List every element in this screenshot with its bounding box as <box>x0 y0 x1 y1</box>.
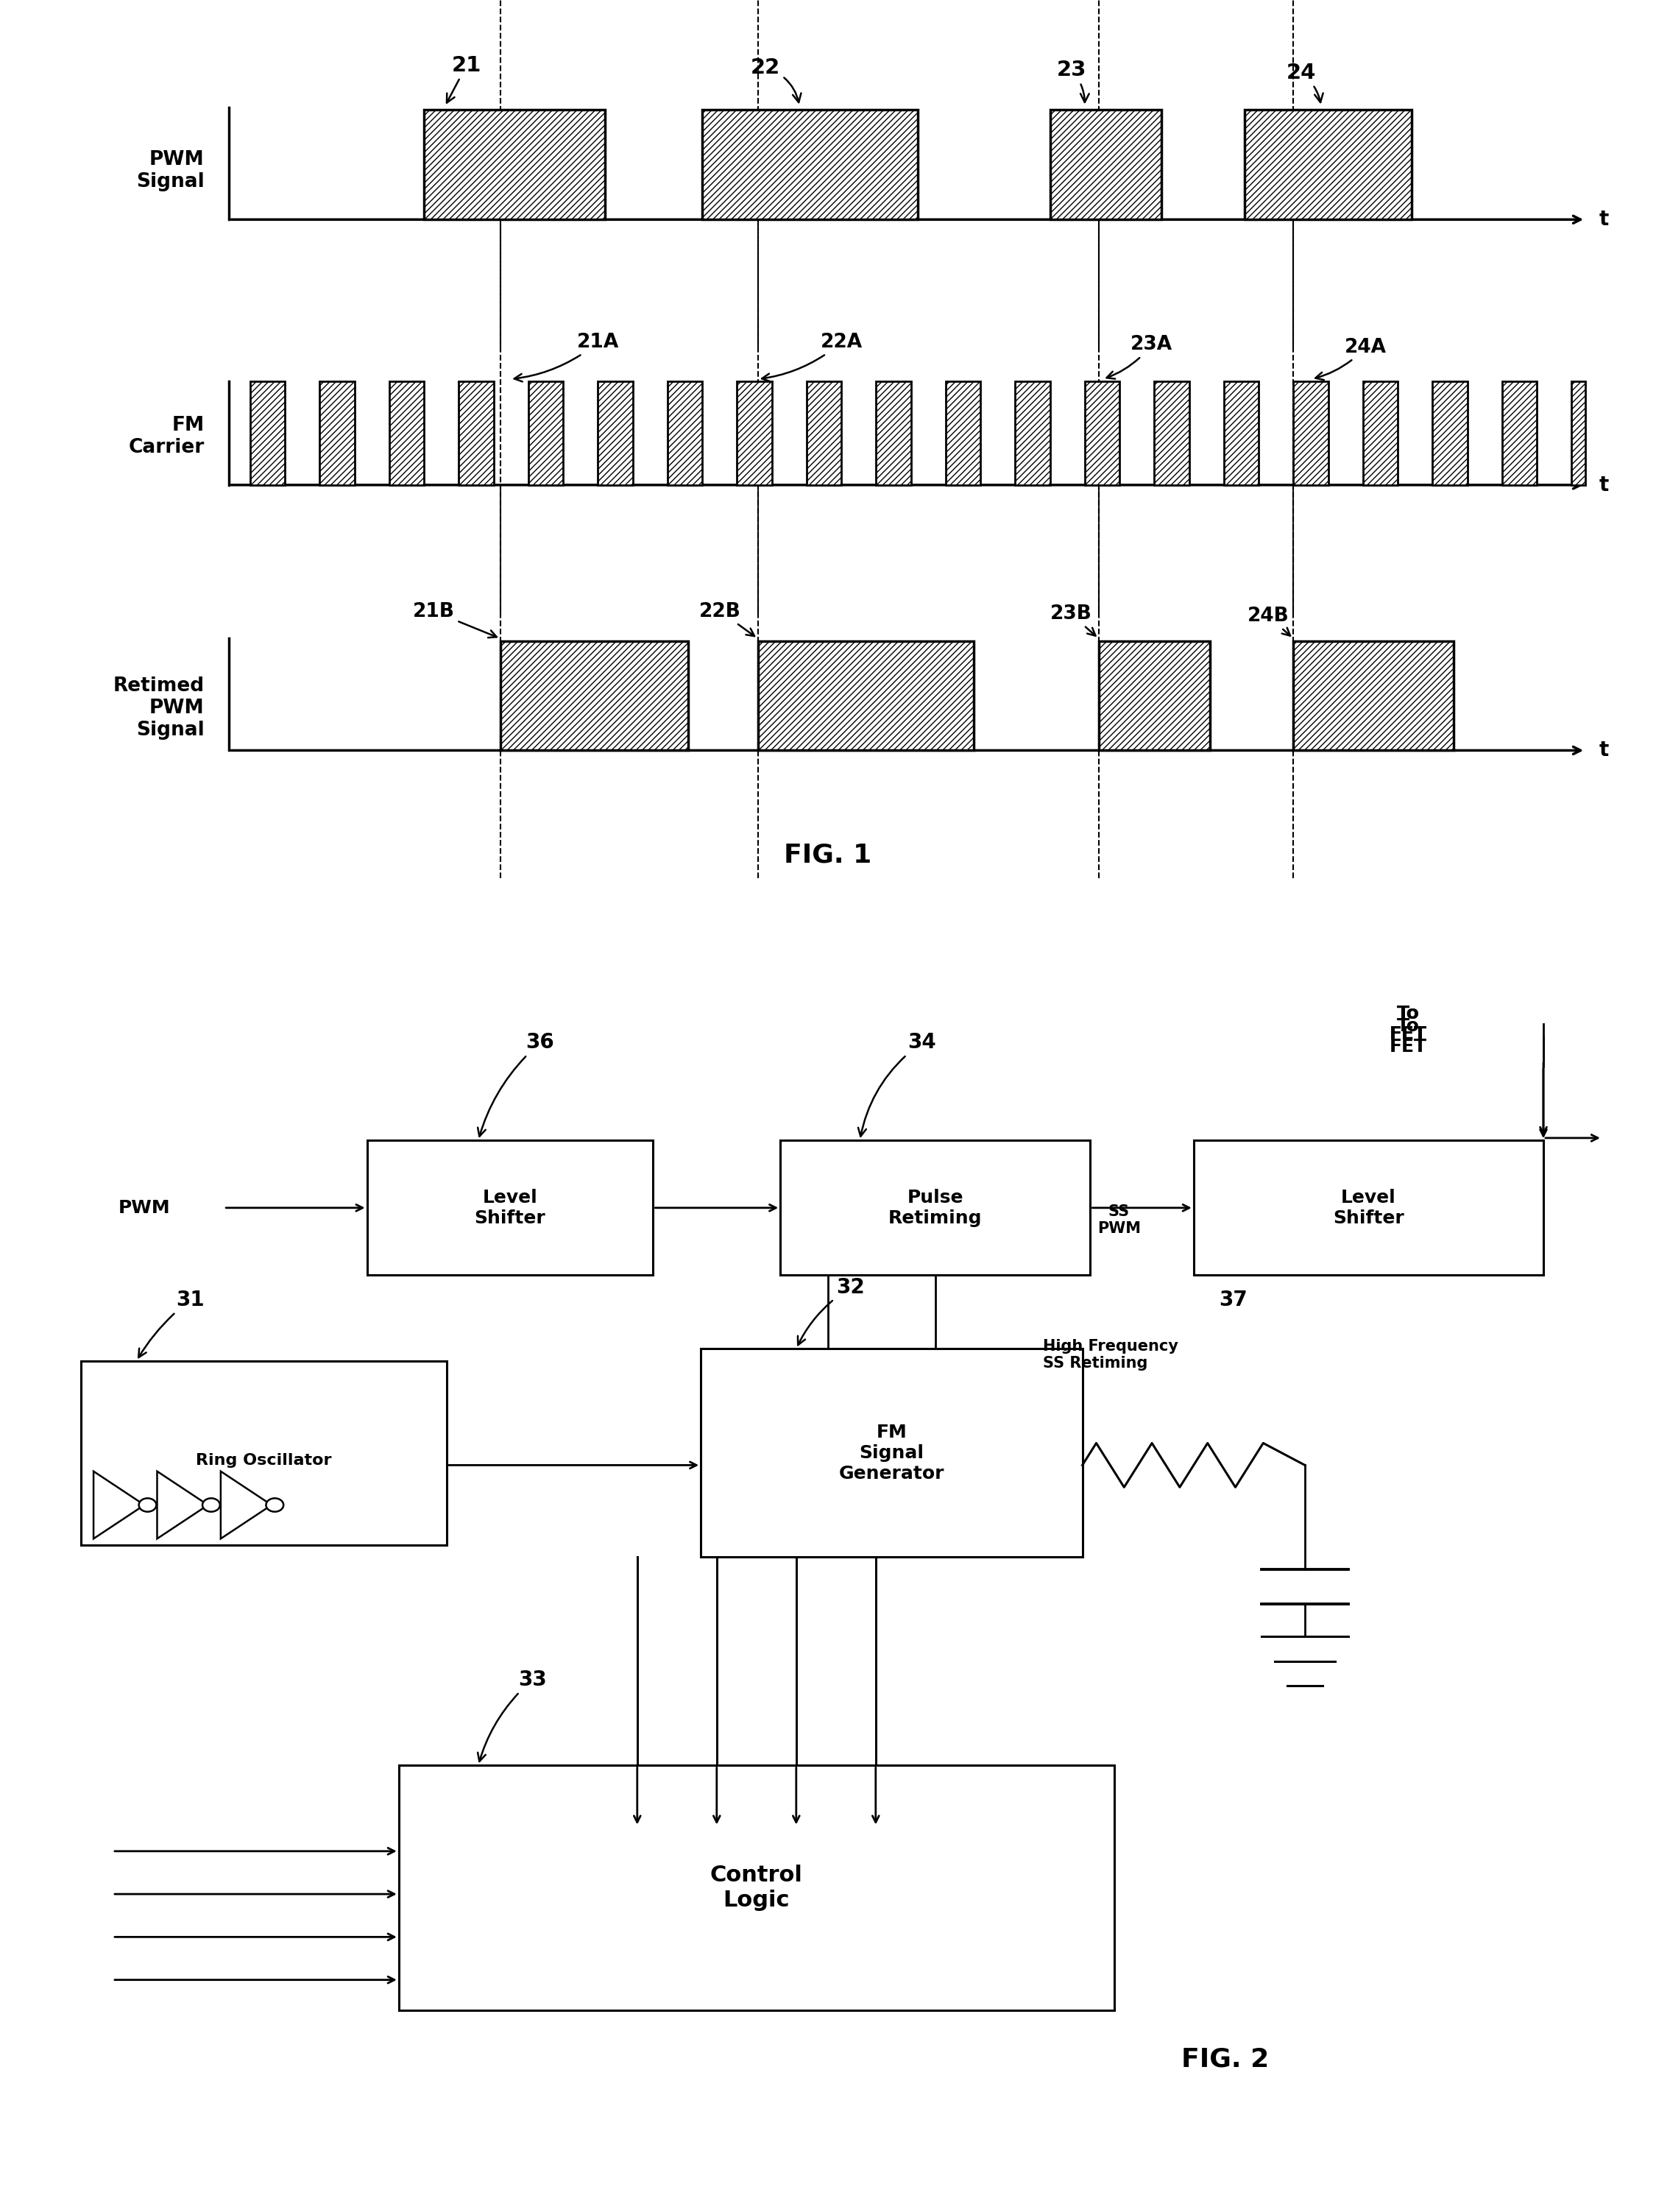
Text: Pulse
Retiming: Pulse Retiming <box>888 1188 982 1228</box>
Text: 23A: 23A <box>1106 336 1172 378</box>
Text: 33: 33 <box>477 1670 546 1761</box>
Bar <box>946 380 980 484</box>
Text: 24: 24 <box>1287 62 1323 102</box>
Bar <box>702 111 917 219</box>
Bar <box>81 1360 447 1544</box>
Text: t: t <box>1600 741 1610 761</box>
Bar <box>700 1349 1083 1557</box>
Bar <box>1432 380 1467 484</box>
Bar <box>667 380 702 484</box>
Text: FIG. 1: FIG. 1 <box>785 843 873 867</box>
Text: 32: 32 <box>798 1276 864 1345</box>
Text: Level
Shifter: Level Shifter <box>475 1188 546 1228</box>
Bar <box>399 1765 1114 2011</box>
Text: 22A: 22A <box>762 332 863 380</box>
Text: 24A: 24A <box>1315 338 1386 380</box>
Text: FM
Carrier: FM Carrier <box>128 416 204 458</box>
Bar <box>1194 1141 1543 1274</box>
Circle shape <box>139 1498 156 1511</box>
Bar <box>528 380 563 484</box>
Text: 23: 23 <box>1057 60 1090 102</box>
Text: To
FET: To FET <box>1389 1018 1427 1055</box>
Circle shape <box>202 1498 220 1511</box>
Bar <box>1245 111 1411 219</box>
Bar <box>459 380 493 484</box>
Bar <box>368 1141 652 1274</box>
Bar <box>500 641 689 750</box>
Bar <box>1224 380 1259 484</box>
Bar <box>806 380 841 484</box>
Bar <box>389 380 424 484</box>
Text: 24B: 24B <box>1247 606 1290 635</box>
Text: To
FET: To FET <box>1389 1004 1427 1044</box>
Text: SS
PWM: SS PWM <box>1098 1203 1141 1237</box>
Bar <box>737 380 772 484</box>
Bar <box>424 111 604 219</box>
Polygon shape <box>93 1471 144 1540</box>
Text: 23B: 23B <box>1050 604 1096 635</box>
Bar <box>250 380 285 484</box>
Bar <box>1050 111 1161 219</box>
Text: 34: 34 <box>858 1033 936 1137</box>
Polygon shape <box>157 1471 209 1540</box>
Text: FM
Signal
Generator: FM Signal Generator <box>840 1425 944 1482</box>
Text: 22B: 22B <box>699 602 755 637</box>
Text: To
FET: To FET <box>1389 1004 1427 1044</box>
Text: 31: 31 <box>139 1290 205 1358</box>
Text: 36: 36 <box>477 1033 555 1137</box>
Bar <box>780 1141 1090 1274</box>
Bar <box>1015 380 1050 484</box>
Text: Level
Shifter: Level Shifter <box>1333 1188 1404 1228</box>
Bar <box>1502 380 1537 484</box>
Text: FIG. 2: FIG. 2 <box>1182 2046 1270 2073</box>
Bar <box>1363 380 1398 484</box>
Bar <box>320 380 354 484</box>
Text: High Frequency
SS Retiming: High Frequency SS Retiming <box>1043 1338 1177 1371</box>
Text: 37: 37 <box>1219 1290 1247 1310</box>
Bar <box>1572 380 1585 484</box>
Bar <box>1293 380 1328 484</box>
Text: t: t <box>1600 476 1610 495</box>
Bar <box>876 380 911 484</box>
Bar <box>1293 641 1454 750</box>
Text: 21A: 21A <box>515 332 619 383</box>
Text: t: t <box>1600 210 1610 230</box>
Text: Control
Logic: Control Logic <box>710 1865 803 1911</box>
Text: Retimed
PWM
Signal: Retimed PWM Signal <box>113 677 204 739</box>
Text: Ring Oscillator: Ring Oscillator <box>195 1453 331 1467</box>
Text: 21: 21 <box>447 55 482 102</box>
Polygon shape <box>220 1471 272 1540</box>
Text: 21B: 21B <box>412 602 497 637</box>
Bar <box>1085 380 1119 484</box>
Bar <box>758 641 974 750</box>
Text: 22: 22 <box>750 58 802 102</box>
Circle shape <box>267 1498 283 1511</box>
Bar <box>598 380 633 484</box>
Text: PWM: PWM <box>119 1199 171 1217</box>
Text: PWM
Signal: PWM Signal <box>136 150 204 192</box>
Bar <box>1154 380 1189 484</box>
Bar <box>1098 641 1211 750</box>
